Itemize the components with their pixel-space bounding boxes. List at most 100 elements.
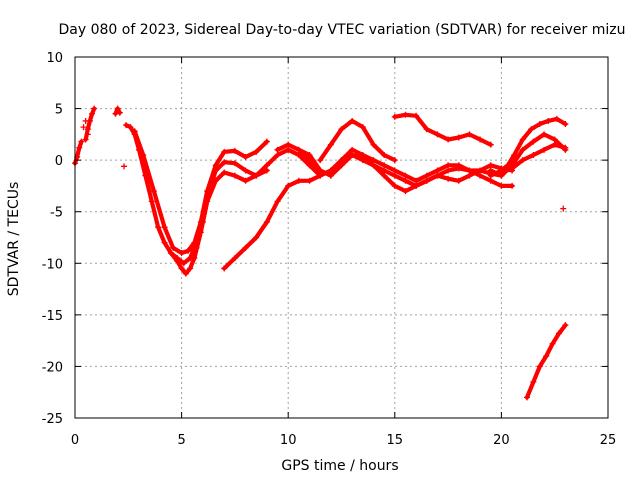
- data-point: [370, 157, 377, 164]
- data-point: [487, 167, 494, 174]
- data-point: [263, 138, 270, 145]
- series-track-10: [295, 146, 516, 184]
- data-point: [509, 182, 516, 189]
- data-point: [231, 172, 238, 179]
- data-point: [161, 239, 168, 246]
- data-point: [121, 163, 128, 170]
- plot-frame: [74, 56, 609, 419]
- data-point: [193, 244, 200, 251]
- series-track-11: [317, 117, 398, 164]
- series-track-3: [112, 105, 123, 117]
- data-point: [541, 131, 548, 138]
- data-point: [434, 172, 441, 179]
- data-point: [295, 151, 302, 158]
- x-tick-label: 0: [71, 433, 79, 448]
- data-point: [455, 134, 462, 141]
- x-tick-label: 25: [600, 433, 617, 448]
- data-point: [562, 322, 569, 329]
- data-point: [553, 115, 560, 122]
- data-point: [182, 270, 189, 277]
- data-point: [306, 177, 313, 184]
- data-point: [84, 131, 91, 138]
- series-track-4: [123, 122, 198, 267]
- data-point: [285, 146, 292, 153]
- data-point: [466, 167, 473, 174]
- data-point: [349, 146, 356, 153]
- data-point: [541, 146, 548, 153]
- x-tick-label: 15: [387, 433, 404, 448]
- data-point: [114, 105, 121, 112]
- data-point: [221, 265, 228, 272]
- data-point: [487, 172, 494, 179]
- data-point: [242, 177, 249, 184]
- data-point: [402, 111, 409, 118]
- data-point: [498, 182, 505, 189]
- data-point: [123, 122, 130, 129]
- data-point: [212, 162, 219, 169]
- data-point: [317, 157, 324, 164]
- data-point: [530, 138, 537, 145]
- series-track-2: [82, 105, 98, 143]
- data-point: [423, 126, 430, 133]
- data-point: [391, 113, 398, 120]
- data-point: [178, 249, 185, 256]
- data-point: [413, 112, 420, 119]
- data-point: [528, 126, 535, 133]
- data-point: [391, 167, 398, 174]
- data-point: [445, 162, 452, 169]
- data-point: [306, 151, 313, 158]
- data-point: [455, 162, 462, 169]
- series-track-12: [391, 111, 494, 148]
- data-point: [263, 162, 270, 169]
- data-point: [180, 260, 187, 267]
- data-point: [359, 124, 366, 131]
- data-point: [551, 141, 558, 148]
- y-tick-label: 0: [55, 154, 63, 169]
- data-point: [509, 165, 516, 172]
- data-point: [274, 146, 281, 153]
- data-point: [413, 177, 420, 184]
- data-point: [487, 162, 494, 169]
- series-track-5: [131, 128, 270, 256]
- series-line: [124, 122, 197, 266]
- data-point: [274, 151, 281, 158]
- data-point: [76, 144, 83, 151]
- data-point: [359, 151, 366, 158]
- data-point: [212, 167, 219, 174]
- data-point: [466, 172, 473, 179]
- data-point: [285, 182, 292, 189]
- data-point: [140, 151, 147, 158]
- data-point: [187, 265, 194, 272]
- data-point: [511, 151, 518, 158]
- data-point: [327, 141, 334, 148]
- series-track-7: [187, 146, 334, 262]
- data-point: [536, 363, 543, 370]
- data-point: [543, 353, 550, 360]
- data-point: [391, 172, 398, 179]
- data-point: [370, 162, 377, 169]
- y-tick-label: 5: [55, 103, 63, 118]
- data-point: [349, 117, 356, 124]
- data-point: [242, 154, 249, 161]
- chart-title: Day 080 of 2023, Sidereal Day-to-day VTE…: [59, 22, 626, 38]
- data-point: [178, 265, 185, 272]
- data-point: [221, 169, 228, 176]
- data-point: [519, 136, 526, 143]
- data-point: [187, 255, 194, 262]
- data-point: [445, 136, 452, 143]
- data-point: [263, 167, 270, 174]
- series-line: [168, 168, 269, 276]
- data-point: [221, 148, 228, 155]
- x-tick-label: 10: [280, 433, 297, 448]
- y-tick-label: -20: [42, 360, 63, 375]
- data-point: [536, 121, 543, 128]
- data-point: [167, 249, 174, 256]
- data-point: [391, 157, 398, 164]
- data-point: [116, 109, 123, 116]
- data-point: [155, 224, 162, 231]
- data-point: [402, 188, 409, 195]
- x-tick-label: 20: [493, 433, 510, 448]
- axes: 0 5 10 15 20 25 -25 -20 -15 -10 -5 0 5 10: [42, 51, 617, 448]
- data-point: [477, 167, 484, 174]
